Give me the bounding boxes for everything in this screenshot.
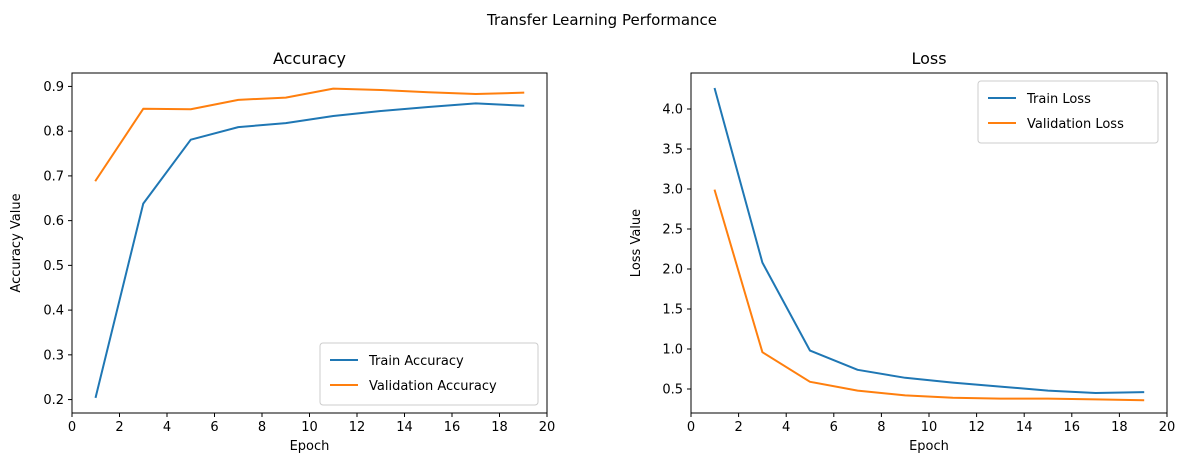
- x-tick-label: 0: [68, 420, 76, 435]
- y-tick-label: 0.5: [662, 383, 683, 398]
- chart-title: Loss: [911, 49, 946, 68]
- legend-label: Validation Loss: [1027, 117, 1124, 132]
- y-tick-label: 2.5: [662, 223, 683, 238]
- y-tick-label: 0.5: [43, 259, 64, 274]
- y-tick-label: 0.8: [43, 125, 64, 140]
- y-tick-label: 0.3: [43, 348, 64, 363]
- x-tick-label: 16: [444, 420, 461, 435]
- y-axis-label: Loss Value: [629, 209, 644, 277]
- x-tick-label: 8: [258, 420, 266, 435]
- y-tick-label: 0.6: [43, 214, 64, 229]
- x-tick-label: 18: [1111, 420, 1128, 435]
- y-tick-label: 0.4: [43, 304, 64, 319]
- x-tick-label: 2: [115, 420, 123, 435]
- x-tick-label: 10: [921, 420, 938, 435]
- series-line-train-accuracy: [94, 102, 525, 399]
- accuracy-chart: Accuracy 0 2 4 6 8 10 12 14 16 18 20 0.2 0.3 0.4 0.5 0.6…: [9, 49, 555, 454]
- x-tick-label: 4: [163, 420, 171, 435]
- x-tick-label: 6: [830, 420, 838, 435]
- chart-title: Accuracy: [273, 49, 346, 68]
- legend-label: Validation Accuracy: [369, 379, 497, 394]
- x-tick-label: 18: [491, 420, 508, 435]
- x-axis-label: Epoch: [909, 439, 949, 454]
- x-tick-label: 12: [349, 420, 366, 435]
- series-line-validation-loss: [713, 189, 1145, 402]
- x-tick-label: 8: [877, 420, 885, 435]
- y-tick-label: 0.9: [43, 80, 64, 95]
- y-tick-label: 0.2: [43, 393, 64, 408]
- x-tick-label: 10: [301, 420, 318, 435]
- x-axis-label: Epoch: [290, 439, 330, 454]
- y-tick-label: 4.0: [662, 103, 683, 118]
- y-tick-label: 1.5: [662, 303, 683, 318]
- y-tick-label: 2.0: [662, 263, 683, 278]
- y-tick-label: 3.5: [662, 143, 683, 158]
- y-tick-label: 3.0: [662, 183, 683, 198]
- x-tick-label: 20: [539, 420, 556, 435]
- x-tick-label: 20: [1159, 420, 1176, 435]
- legend: Train Loss Validation Loss: [977, 80, 1159, 144]
- x-tick-label: 2: [734, 420, 742, 435]
- legend-label: Train Loss: [1026, 92, 1091, 107]
- x-tick-label: 4: [782, 420, 790, 435]
- x-tick-label: 0: [687, 420, 695, 435]
- figure-suptitle: Transfer Learning Performance: [486, 11, 717, 29]
- x-tick-label: 14: [1016, 420, 1033, 435]
- x-tick-label: 12: [968, 420, 985, 435]
- series-line-validation-accuracy: [94, 87, 525, 182]
- x-tick-label: 6: [210, 420, 218, 435]
- legend: Train Accuracy Validation Accuracy: [319, 342, 539, 406]
- legend-box: [319, 342, 539, 406]
- legend-box: [977, 80, 1159, 144]
- x-tick-label: 16: [1064, 420, 1081, 435]
- series-line-train-loss: [713, 87, 1145, 394]
- y-tick-label: 0.7: [43, 169, 64, 184]
- legend-label: Train Accuracy: [368, 354, 464, 369]
- y-axis-label: Accuracy Value: [9, 193, 24, 292]
- x-tick-label: 14: [396, 420, 413, 435]
- y-tick-label: 1.0: [662, 343, 683, 358]
- loss-chart: Loss 0 2 4 6 8 10 12 14 16 18 20 0.5 1.0 1.5 2.0 2.5 3.0 3…: [629, 49, 1175, 454]
